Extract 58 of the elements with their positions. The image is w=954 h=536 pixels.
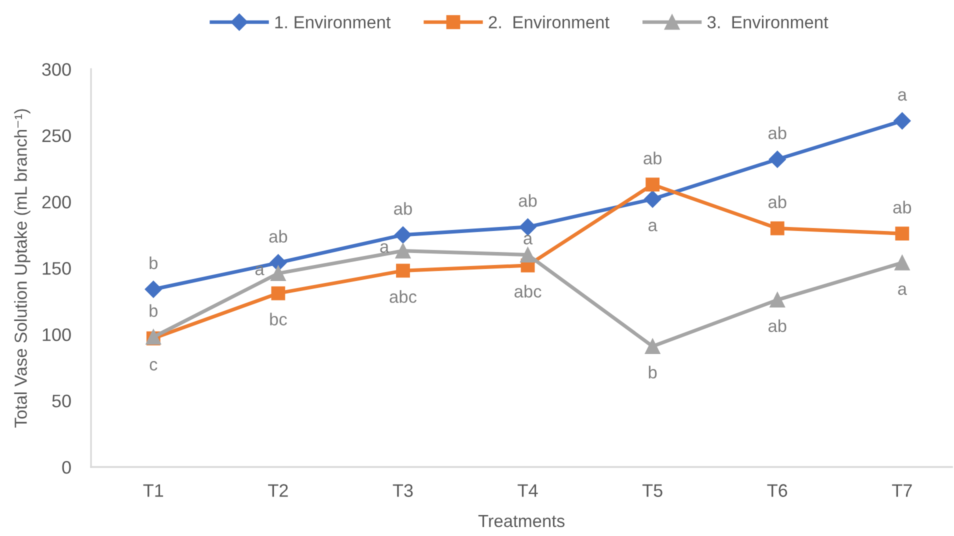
x-tick-label: T3 [392,484,413,497]
point [894,255,910,270]
point [519,218,536,236]
point [270,254,287,272]
point [396,264,410,278]
legend-label: 3. Environment [707,16,828,28]
legend-label: 1. Environment [275,16,391,28]
point [520,247,536,262]
data-label: abc [390,290,417,303]
y-tick-label: 300 [42,63,71,76]
x-tick-label: T6 [767,484,788,497]
data-label: ab [518,194,537,207]
point [395,243,411,258]
point [394,226,412,244]
point [895,226,910,241]
point [646,178,660,192]
point [894,112,911,130]
data-label: a [898,91,907,101]
data-label: b [150,256,158,270]
data-label: b [648,366,657,379]
data-label: a [524,234,533,244]
x-tick-label: T2 [268,484,288,497]
data-label: a [648,222,658,232]
point [770,221,784,236]
data-label: ab [394,202,412,215]
point [644,338,660,354]
y-tick-label: 50 [52,394,71,408]
data-label: a [255,266,264,276]
y-tick-label: 100 [42,328,71,342]
data-label: ab [644,152,662,164]
x-tick-label: T5 [642,484,662,497]
data-label: ab [768,319,786,332]
point [271,286,286,300]
data-label: ab [768,126,786,140]
data-label: ab [269,230,288,243]
data-label: ab [768,195,786,208]
data-label: a [898,285,907,295]
data-label: abc [514,284,542,298]
y-tick-label: 150 [42,262,71,275]
point [644,190,662,208]
x-axis-title: Treatments [478,515,564,528]
data-label: a [380,243,390,253]
data-label: ab [893,200,912,214]
data-label: c [150,361,158,371]
point [770,292,786,308]
legend-label: 2. Environment [488,16,610,28]
x-tick-label: T7 [892,484,912,497]
point [144,280,162,298]
data-label: bc [270,312,287,326]
y-tick-label: 200 [42,196,71,208]
point [270,266,286,282]
y-tick-label: 0 [62,460,71,474]
point [768,150,786,168]
data-label: b [150,304,158,317]
y-tick-label: 250 [42,129,71,142]
y-axis-title: Total Vase Solution Uptake (mL branch⁻¹) [14,109,30,428]
x-tick-label: T1 [143,484,164,497]
x-tick-label: T4 [518,484,538,497]
